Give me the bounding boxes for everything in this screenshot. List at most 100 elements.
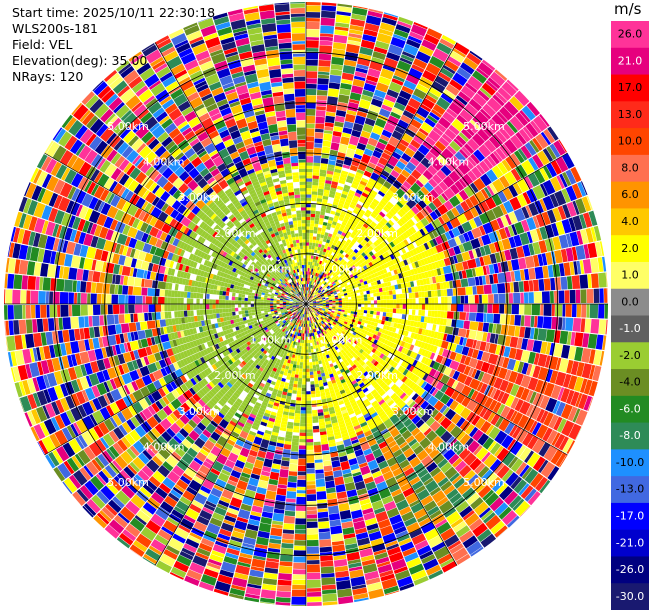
velocity-gate [368, 8, 384, 14]
velocity-gate [313, 338, 317, 343]
velocity-gate [345, 301, 349, 304]
velocity-gate [281, 457, 290, 461]
velocity-gate [292, 574, 306, 580]
velocity-gate [428, 535, 444, 548]
velocity-gate [424, 222, 435, 233]
velocity-gate [341, 305, 346, 308]
velocity-gate [362, 472, 372, 479]
velocity-gate [327, 294, 332, 297]
velocity-gate [472, 93, 487, 107]
velocity-gate [333, 558, 348, 567]
velocity-gate [339, 315, 344, 318]
velocity-gate [307, 307, 310, 311]
velocity-gate [522, 191, 532, 205]
velocity-gate [406, 389, 414, 397]
velocity-gate [436, 154, 448, 166]
velocity-gate [296, 490, 306, 494]
velocity-gate [320, 271, 324, 276]
velocity-gate [326, 292, 331, 295]
velocity-gate [356, 280, 361, 285]
velocity-gate [517, 361, 525, 373]
velocity-gate [282, 533, 294, 540]
velocity-gate [543, 445, 558, 462]
velocity-gate [387, 440, 397, 449]
velocity-gate [330, 318, 335, 322]
velocity-gate [329, 389, 335, 395]
velocity-gate [503, 346, 511, 358]
velocity-gate [345, 361, 350, 367]
velocity-gate [334, 333, 339, 338]
velocity-gate [372, 277, 377, 282]
velocity-gate [332, 201, 339, 206]
velocity-gate [485, 275, 490, 285]
velocity-gate [328, 289, 333, 292]
velocity-gate [347, 264, 352, 270]
velocity-gate [561, 317, 566, 331]
velocity-gate [435, 380, 445, 391]
velocity-gate [294, 374, 299, 378]
velocity-gate [472, 286, 477, 295]
velocity-gate [443, 187, 456, 200]
velocity-gate [329, 302, 333, 304]
velocity-gate [539, 479, 551, 494]
velocity-gate [334, 295, 339, 298]
velocity-gate [381, 415, 390, 423]
velocity-gate [537, 353, 548, 367]
velocity-gate [580, 181, 588, 196]
velocity-gate [490, 413, 501, 426]
velocity-gate [456, 445, 466, 456]
velocity-gate [309, 291, 311, 295]
velocity-gate [336, 580, 351, 590]
velocity-gate [306, 445, 314, 450]
velocity-gate [281, 542, 294, 549]
velocity-gate [549, 291, 554, 304]
velocity-gate [357, 304, 362, 307]
velocity-gate [306, 83, 317, 89]
velocity-gate [325, 301, 330, 303]
velocity-gate [400, 247, 407, 254]
velocity-gate [380, 466, 391, 475]
velocity-gate [367, 240, 373, 246]
velocity-gate [313, 165, 320, 170]
velocity-gate [353, 177, 361, 184]
velocity-gate [280, 465, 289, 470]
velocity-gate [439, 38, 455, 49]
velocity-gate [347, 294, 352, 298]
velocity-gate [334, 26, 349, 32]
velocity-gate [587, 274, 592, 289]
velocity-gate [362, 34, 377, 43]
velocity-gate [313, 371, 318, 375]
velocity-gate [406, 220, 413, 228]
velocity-gate [457, 481, 471, 495]
velocity-gate [375, 385, 382, 392]
velocity-gate [332, 282, 337, 287]
velocity-gate [318, 267, 322, 272]
velocity-gate [355, 337, 361, 342]
velocity-gate [471, 70, 487, 84]
velocity-gate [379, 347, 385, 353]
velocity-gate [406, 251, 412, 258]
velocity-gate [374, 284, 379, 289]
velocity-gate [416, 514, 429, 523]
velocity-gate [306, 11, 321, 18]
velocity-gate [365, 242, 371, 248]
velocity-gate [386, 308, 390, 313]
velocity-gate [317, 230, 322, 235]
velocity-gate [405, 435, 415, 444]
velocity-gate [316, 233, 321, 238]
velocity-gate [434, 208, 442, 218]
velocity-gate [325, 329, 329, 334]
velocity-gate [309, 242, 313, 246]
velocity-gate [398, 198, 406, 206]
velocity-gate [312, 425, 320, 430]
velocity-gate [468, 357, 478, 369]
velocity-gate [426, 351, 433, 359]
velocity-gate [437, 204, 449, 216]
velocity-gate [346, 452, 356, 460]
velocity-gate [486, 313, 494, 323]
velocity-gate [348, 354, 354, 360]
velocity-gate [523, 176, 534, 190]
velocity-gate [385, 192, 393, 199]
velocity-gate [316, 331, 320, 335]
velocity-gate [355, 189, 363, 195]
